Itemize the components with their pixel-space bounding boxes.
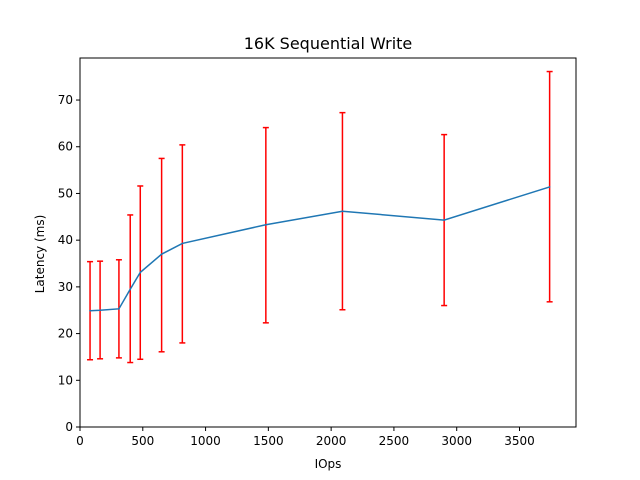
data-point xyxy=(443,219,445,221)
data-point xyxy=(129,288,132,291)
data-point xyxy=(341,210,344,213)
y-tick-label: 30 xyxy=(58,280,73,294)
data-point xyxy=(139,271,142,274)
x-tick-label: 2000 xyxy=(316,434,347,448)
x-tick-label: 0 xyxy=(76,434,84,448)
x-tick-label: 3000 xyxy=(441,434,472,448)
x-axis-label: IOps xyxy=(315,457,342,471)
x-tick-label: 3500 xyxy=(504,434,535,448)
chart-title: 16K Sequential Write xyxy=(244,34,413,53)
x-tick-label: 500 xyxy=(131,434,154,448)
y-tick-label: 70 xyxy=(58,93,73,107)
data-point xyxy=(548,186,551,188)
data-point xyxy=(160,253,163,255)
data-point xyxy=(118,308,120,310)
y-tick-label: 60 xyxy=(58,140,73,154)
x-tick-label: 1500 xyxy=(253,434,284,448)
y-tick-label: 0 xyxy=(65,420,73,434)
axes: 0 500 1000 1500 2000 2500 3000 3500 0 10 20 30 40 50 6… xyxy=(58,57,577,448)
x-tick-label: 1000 xyxy=(190,434,221,448)
data-point xyxy=(181,242,184,245)
data-point xyxy=(265,223,267,226)
y-tick-label: 50 xyxy=(58,186,73,200)
y-tick-label: 10 xyxy=(58,373,73,387)
x-tick-label: 2500 xyxy=(379,434,410,448)
data-point xyxy=(99,309,101,312)
plot-frame xyxy=(79,57,577,428)
data-point xyxy=(89,309,91,312)
y-axis-label: Latency (ms) xyxy=(33,215,47,294)
series-line-group xyxy=(89,186,551,312)
y-tick-label: 20 xyxy=(58,327,73,341)
y-tick-label: 40 xyxy=(58,233,73,247)
